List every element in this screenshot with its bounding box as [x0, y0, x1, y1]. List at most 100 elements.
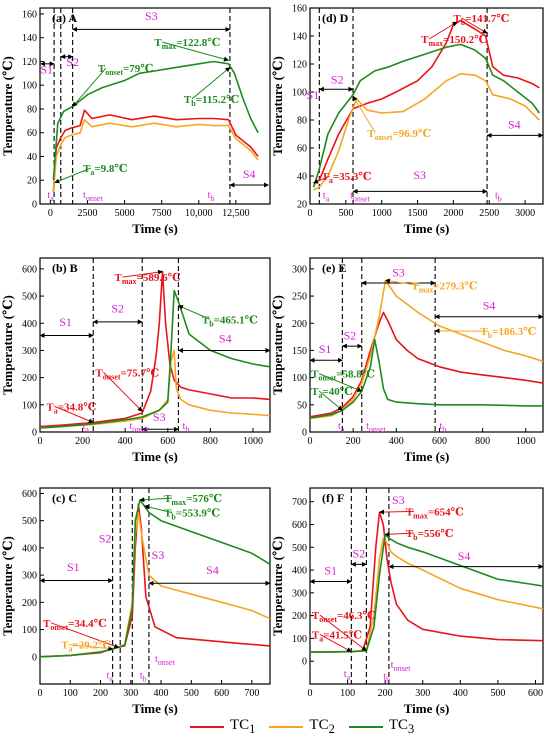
- annotation-leader: [139, 497, 173, 503]
- y-tick-label: 500: [22, 516, 37, 527]
- annotation-leader: [313, 175, 330, 184]
- y-tick-label: 120: [22, 57, 37, 68]
- x-tick-label: 1000: [243, 436, 263, 447]
- series-line-tc2: [313, 73, 540, 191]
- annotation-leader: [72, 67, 107, 107]
- y-tick-label: 600: [22, 264, 37, 275]
- annotation-leader: [384, 531, 414, 537]
- annotation-text: Tmax=654℃: [406, 506, 464, 520]
- panel-label: (a) A: [52, 11, 77, 25]
- y-axis-label: Temperature (℃): [0, 536, 15, 636]
- stage-label: S2: [331, 73, 344, 87]
- y-tick-label: 0: [32, 428, 37, 439]
- annotation-leader: [54, 167, 92, 184]
- annotation-text: Tonset=96.9℃: [367, 128, 431, 142]
- y-tick-label: 600: [292, 520, 307, 531]
- stage-label: S4: [219, 331, 232, 345]
- annotation-leader: [122, 269, 163, 278]
- x-tick-label: 1000: [516, 436, 536, 447]
- y-tick-label: 50: [297, 400, 307, 411]
- stage-label: S3: [145, 9, 158, 23]
- annotation-leader: [69, 644, 114, 651]
- annotation-text: Ta=40℃: [311, 386, 353, 400]
- x-tick-label: 7500: [152, 208, 172, 219]
- y-tick-label: 60: [297, 144, 307, 155]
- y-tick-label: 20: [27, 176, 37, 187]
- annotation-text: Tonset=79℃: [98, 63, 154, 77]
- annotation-leader: [461, 17, 488, 34]
- stage-time-mark: ta: [83, 421, 90, 434]
- panel-b: 0 200 400 600 800 1000 0 100 200 300 400 500 600 Time…: [0, 257, 271, 464]
- legend-item-tc1: TC1: [190, 717, 255, 737]
- y-tick-label: 0: [32, 652, 37, 663]
- panel-label: (e) E: [322, 261, 346, 275]
- series-line-tc2: [52, 118, 259, 193]
- stage-label: S2: [111, 301, 124, 315]
- x-tick-label: 800: [475, 436, 490, 447]
- series-line-tc3: [39, 499, 271, 658]
- series-line-tc3: [312, 43, 541, 188]
- x-tick-label: 200: [378, 688, 393, 699]
- stage-time-mark: ta: [107, 671, 114, 684]
- x-axis-label: Time (s): [404, 701, 450, 716]
- legend: TC1 TC2 TC3: [190, 716, 430, 738]
- y-tick-label: 200: [292, 611, 307, 622]
- y-tick-label: 600: [22, 489, 37, 500]
- x-tick-label: 400: [118, 436, 133, 447]
- annotation-text: Tonset=75.7℃: [95, 367, 159, 381]
- y-tick-label: 100: [292, 634, 307, 645]
- annotation-text: Ta=41.5℃: [312, 629, 362, 643]
- stage-label: S1: [307, 88, 320, 102]
- stage-time-mark: tb: [183, 421, 190, 434]
- stage-label: S1: [319, 342, 332, 356]
- x-tick-label: 0: [48, 208, 53, 219]
- y-tick-label: 160: [292, 4, 307, 15]
- series-line-tc2: [39, 511, 271, 658]
- x-tick-label: 200: [93, 688, 108, 699]
- y-tick-label: 150: [292, 346, 307, 357]
- y-tick-label: 0: [302, 428, 307, 439]
- x-tick-label: 0: [308, 436, 313, 447]
- annotation-text: Tonset=58.8℃: [311, 369, 375, 383]
- annotation-leader: [54, 405, 94, 424]
- series-line-tc3: [309, 338, 543, 419]
- annotation-leader: [385, 278, 420, 287]
- annotation-leader: [428, 21, 458, 40]
- stage-time-mark: ta: [344, 669, 351, 682]
- x-tick-label: 0: [38, 436, 43, 447]
- x-tick-label: 400: [154, 688, 169, 699]
- x-axis-label: Time (s): [132, 221, 178, 236]
- x-tick-label: 400: [389, 436, 404, 447]
- x-tick-label: 500: [184, 688, 199, 699]
- y-tick-label: 100: [292, 88, 307, 99]
- x-tick-label: 1500: [408, 208, 428, 219]
- series-line-tc3: [52, 60, 259, 181]
- x-tick-label: 12,500: [222, 208, 250, 219]
- x-tick-label: 2500: [77, 208, 97, 219]
- y-tick-label: 140: [22, 33, 37, 44]
- annotation-leader: [352, 95, 376, 134]
- y-tick-label: 120: [292, 60, 307, 71]
- annotation-text: Tb=186.3℃: [480, 326, 536, 340]
- y-tick-label: 200: [292, 319, 307, 330]
- stage-time-mark: tb: [208, 190, 215, 203]
- annotation-text: Tmax=589.6℃: [115, 272, 181, 286]
- y-tick-label: 500: [22, 292, 37, 303]
- x-axis-label: Time (s): [404, 449, 450, 464]
- stage-time-mark: tb: [439, 421, 446, 434]
- annotation-leader: [143, 504, 173, 514]
- annotation-text: Tmax=122.8℃: [154, 37, 220, 51]
- legend-item-tc3: TC3: [348, 717, 414, 737]
- stage-time-mark: tb: [495, 190, 502, 203]
- stage-time-mark: tonset: [350, 190, 370, 203]
- stage-label: S4: [206, 563, 219, 577]
- annotation-text: Tonset=34.4℃: [43, 618, 107, 632]
- y-axis-label: Temperature (℃): [0, 56, 15, 156]
- y-tick-label: 140: [292, 32, 307, 43]
- x-tick-label: 5000: [115, 208, 135, 219]
- x-tick-label: 400: [453, 688, 468, 699]
- series-line-tc1: [39, 270, 271, 428]
- y-tick-label: 300: [292, 588, 307, 599]
- stage-label: S1: [59, 315, 72, 329]
- x-axis-label: Time (s): [404, 221, 450, 236]
